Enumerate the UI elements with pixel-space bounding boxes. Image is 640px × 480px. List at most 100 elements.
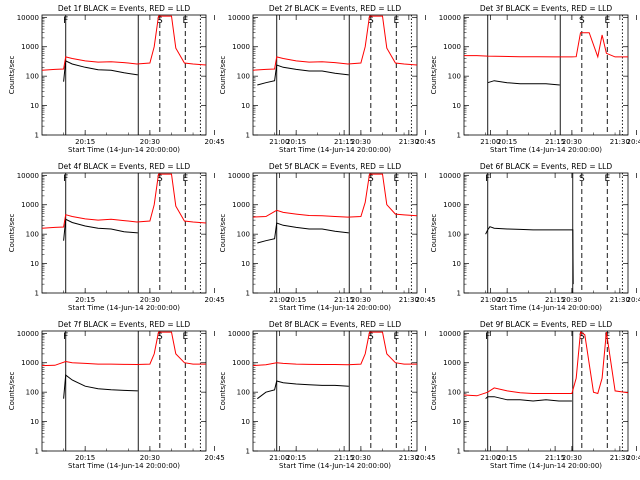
- time-marker-label: F: [63, 16, 68, 26]
- y-tick-label: 1000: [232, 43, 250, 51]
- y-tick-label: 10000: [228, 330, 250, 338]
- x-tick-label: 20:30: [140, 454, 160, 462]
- x-tick-label: 21:15: [545, 138, 565, 146]
- time-marker-label: S: [579, 174, 585, 184]
- x-tick-label: 20:45: [627, 296, 640, 304]
- x-tick-label: 20:15: [75, 138, 95, 146]
- y-axis-label: Counts/sec: [430, 214, 438, 253]
- time-marker-label: S: [157, 16, 163, 26]
- events-series-line: [63, 60, 138, 82]
- lld-series-line: [252, 15, 418, 71]
- y-tick-label: 10000: [439, 330, 461, 338]
- time-marker-label: E: [393, 332, 399, 342]
- y-tick-label: 10: [241, 260, 250, 268]
- plot-frame: [41, 330, 207, 452]
- lld-series-line: [41, 173, 207, 229]
- time-marker-label: E: [604, 174, 610, 184]
- y-axis-label: Counts/sec: [430, 372, 438, 411]
- x-tick-label: 21:15: [545, 296, 565, 304]
- panel-title: Det 8f BLACK = Events, RED = LLD: [269, 320, 402, 329]
- lld-series-line: [464, 32, 628, 59]
- x-tick-label: 21:15: [334, 296, 354, 304]
- y-tick-label: 10000: [228, 172, 250, 180]
- y-tick-label: 10000: [439, 172, 461, 180]
- x-axis-label: Start Time (14-Jun-14 20:00:00): [68, 146, 180, 154]
- y-tick-label: 10000: [17, 14, 39, 22]
- time-marker-label: S: [579, 16, 585, 26]
- time-marker-label: S: [368, 174, 374, 184]
- events-series-line: [63, 218, 138, 241]
- y-axis-label: Counts/sec: [219, 372, 227, 411]
- time-marker-label: F: [485, 332, 490, 342]
- plot-frame: [41, 14, 207, 136]
- time-marker-label: F: [63, 332, 68, 342]
- x-axis-label: Start Time (14-Jun-14 20:00:00): [68, 462, 180, 470]
- x-tick-label: 21:30: [399, 454, 419, 462]
- x-tick-label: 20:30: [351, 454, 371, 462]
- x-axis-label: Start Time (14-Jun-14 20:00:00): [279, 304, 391, 312]
- y-axis-label: Counts/sec: [8, 372, 16, 411]
- time-marker-label: S: [368, 332, 374, 342]
- detector-panel: Det 8f BLACK = Events, RED = LLD 1 10 100 10…: [219, 320, 630, 470]
- x-tick-label: 21:00: [269, 454, 289, 462]
- x-tick-label: 20:30: [562, 138, 582, 146]
- x-tick-label: 21:15: [334, 454, 354, 462]
- y-tick-label: 1000: [443, 201, 461, 209]
- detector-panel: Det 6f BLACK = Events, RED = LLD 1 10 100 10…: [430, 162, 640, 312]
- events-series-line: [256, 380, 349, 400]
- time-marker-label: E: [604, 16, 610, 26]
- events-series-line: [485, 226, 574, 285]
- detector-panel: Det 7f BLACK = Events, RED = LLD 1 10 100 10…: [8, 320, 419, 470]
- time-marker-label: S: [157, 332, 163, 342]
- y-tick-label: 10: [30, 260, 39, 268]
- time-marker-label: E: [182, 174, 188, 184]
- y-axis-label: Counts/sec: [8, 214, 16, 253]
- x-axis-label: Start Time (14-Jun-14 20:00:00): [490, 304, 602, 312]
- time-marker-label: E: [182, 332, 188, 342]
- y-axis-label: Counts/sec: [219, 56, 227, 95]
- x-tick-label: 20:30: [562, 454, 582, 462]
- y-tick-label: 100: [448, 73, 461, 81]
- panel-title: Det 3f BLACK = Events, RED = LLD: [480, 4, 613, 13]
- plot-frame: [252, 330, 418, 452]
- y-tick-label: 1000: [232, 201, 250, 209]
- x-axis-label: Start Time (14-Jun-14 20:00:00): [68, 304, 180, 312]
- time-marker-label: S: [579, 332, 585, 342]
- events-series-line: [487, 80, 560, 86]
- y-tick-label: 10000: [17, 172, 39, 180]
- y-tick-label: 10: [241, 102, 250, 110]
- x-tick-label: 20:15: [286, 138, 306, 146]
- x-tick-label: 20:45: [627, 138, 640, 146]
- y-tick-label: 10: [452, 418, 461, 426]
- y-tick-label: 1: [35, 448, 39, 456]
- detector-panel: Det 1f BLACK = Events, RED = LLD 1 10 100 10…: [8, 4, 419, 154]
- y-tick-label: 10000: [439, 14, 461, 22]
- time-marker-label: E: [393, 16, 399, 26]
- plot-frame: [252, 14, 418, 136]
- time-marker-label: F: [63, 174, 68, 184]
- y-tick-label: 1: [246, 448, 250, 456]
- x-tick-label: 21:00: [480, 296, 500, 304]
- x-tick-label: 21:00: [269, 138, 289, 146]
- panel-title: Det 4f BLACK = Events, RED = LLD: [58, 162, 191, 171]
- y-tick-label: 1: [457, 132, 461, 140]
- y-tick-label: 1000: [21, 43, 39, 51]
- plot-frame: [252, 172, 418, 294]
- detector-panel: Det 2f BLACK = Events, RED = LLD 1 10 100 10…: [219, 4, 630, 154]
- x-axis-label: Start Time (14-Jun-14 20:00:00): [490, 146, 602, 154]
- x-tick-label: 20:45: [205, 454, 225, 462]
- y-tick-label: 1: [35, 290, 39, 298]
- y-tick-label: 1000: [443, 43, 461, 51]
- time-marker-label: F: [485, 174, 490, 184]
- y-tick-label: 10: [30, 418, 39, 426]
- events-series-line: [257, 222, 349, 244]
- x-tick-label: 20:15: [286, 454, 306, 462]
- y-tick-label: 10000: [228, 14, 250, 22]
- x-tick-label: 21:30: [399, 296, 419, 304]
- y-tick-label: 1: [35, 132, 39, 140]
- x-tick-label: 21:30: [610, 296, 630, 304]
- x-tick-label: 21:00: [480, 454, 500, 462]
- y-tick-label: 100: [237, 231, 250, 239]
- y-tick-label: 10: [241, 418, 250, 426]
- detector-panel: Det 9f BLACK = Events, RED = LLD 1 10 100 10…: [430, 320, 640, 470]
